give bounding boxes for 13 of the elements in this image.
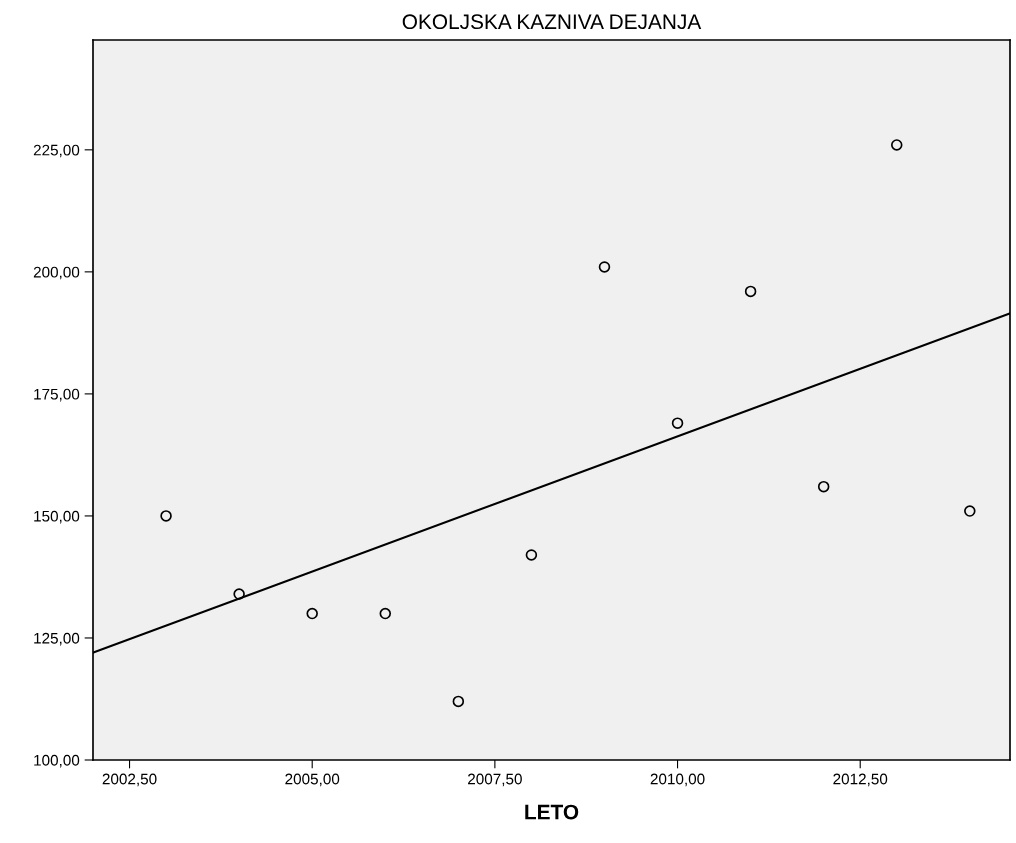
x-tick-label: 2012,50 bbox=[833, 773, 888, 787]
x-tick-label: 2002,50 bbox=[102, 773, 157, 787]
x-tick-label: 2005,00 bbox=[285, 773, 340, 787]
x-axis-title: LETO bbox=[525, 804, 579, 820]
y-tick-label: 150,00 bbox=[34, 510, 80, 524]
y-tick-label: 100,00 bbox=[34, 754, 80, 768]
y-tick-label: 225,00 bbox=[33, 144, 80, 158]
y-tick-label: 200,00 bbox=[33, 266, 80, 280]
y-tick-label: 125,00 bbox=[34, 632, 80, 646]
y-tick-label: 175,00 bbox=[34, 388, 80, 402]
x-tick-label: 2010,00 bbox=[650, 773, 705, 787]
chart-title: OKOLJSKA KAZNIVA DEJANJA bbox=[402, 14, 702, 30]
x-tick-label: 2007,50 bbox=[468, 773, 522, 787]
